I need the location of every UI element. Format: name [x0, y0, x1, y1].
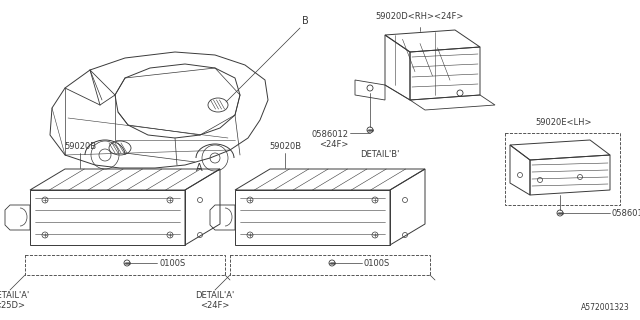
- Text: 59020B: 59020B: [269, 142, 301, 151]
- Text: 0586012: 0586012: [612, 209, 640, 218]
- Text: 0100S: 0100S: [364, 259, 390, 268]
- Text: DETAIL'B': DETAIL'B': [360, 150, 399, 159]
- Text: DETAIL'A'
<24F>: DETAIL'A' <24F>: [195, 291, 235, 310]
- Text: DETAIL'A'
<25D>: DETAIL'A' <25D>: [0, 291, 29, 310]
- Text: A: A: [196, 163, 203, 173]
- Text: B: B: [302, 16, 308, 26]
- Text: A572001323: A572001323: [581, 303, 630, 312]
- Text: 59020B: 59020B: [64, 142, 96, 151]
- Text: 0586012
<24F>: 0586012 <24F>: [312, 130, 349, 149]
- Text: 59020D<RH><24F>: 59020D<RH><24F>: [375, 12, 463, 21]
- Text: 59020E<LH>: 59020E<LH>: [535, 118, 591, 127]
- Text: 0100S: 0100S: [159, 259, 185, 268]
